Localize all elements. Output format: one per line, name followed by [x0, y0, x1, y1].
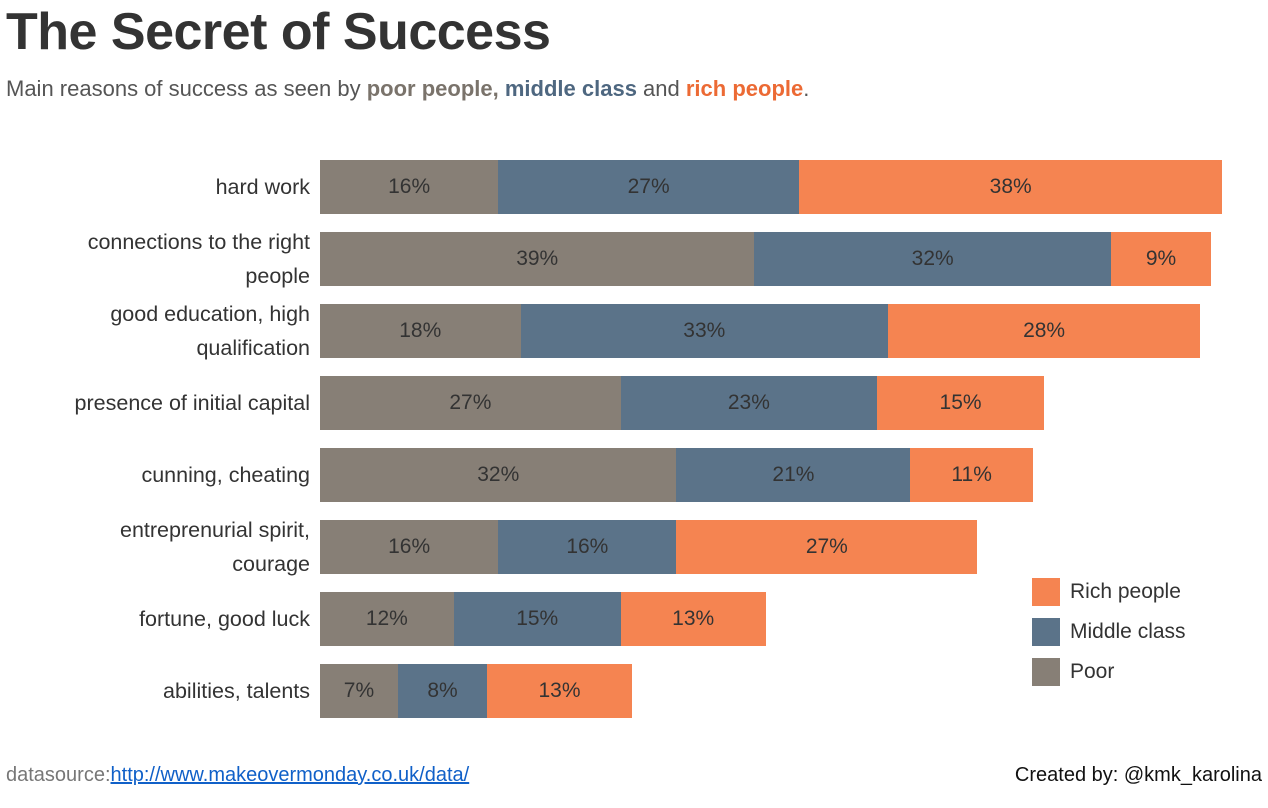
data-label: 32%: [477, 463, 520, 486]
data-label: 33%: [683, 319, 726, 342]
data-label: 27%: [449, 391, 492, 414]
category-label: good education, high qualification: [110, 302, 310, 360]
bar-segment-middle[interactable]: 16%: [498, 520, 677, 574]
bar-segment-poor[interactable]: 12%: [320, 592, 454, 646]
bar-segment-poor[interactable]: 32%: [320, 448, 677, 502]
subtitle-and: and: [636, 76, 686, 101]
subtitle-suffix: .: [803, 76, 810, 101]
data-label: 9%: [1145, 247, 1177, 270]
data-label: 11%: [951, 463, 992, 486]
subtitle-poor: poor people,: [366, 76, 499, 101]
datasource: datasource:http://www.makeovermonday.co.…: [6, 764, 469, 787]
category-label: presence of initial capital: [74, 391, 310, 415]
data-label: 13%: [538, 679, 581, 702]
subtitle-middle: middle class: [504, 76, 637, 101]
bar-segment-rich[interactable]: 38%: [799, 160, 1223, 214]
bar-segment-poor[interactable]: 39%: [320, 232, 755, 286]
legend-label: Rich people: [1070, 580, 1181, 603]
legend-item-middle[interactable]: Middle class: [1032, 612, 1186, 652]
data-label: 27%: [627, 175, 670, 198]
legend-swatch: [1032, 658, 1060, 686]
bar-segment-poor[interactable]: 7%: [320, 664, 398, 718]
data-label: 18%: [399, 319, 442, 342]
data-label: 39%: [516, 247, 559, 270]
bar-segment-poor[interactable]: 16%: [320, 160, 499, 214]
data-label: 7%: [343, 679, 375, 702]
data-label: 12%: [365, 607, 408, 630]
bar-segment-rich[interactable]: 13%: [487, 664, 632, 718]
legend-swatch: [1032, 578, 1060, 606]
data-label: 8%: [427, 679, 458, 702]
bar-segment-middle[interactable]: 33%: [520, 304, 889, 358]
legend-item-rich[interactable]: Rich people: [1032, 572, 1186, 612]
bar-segment-rich[interactable]: 15%: [877, 376, 1045, 430]
category-label: fortune, good luck: [139, 607, 310, 631]
bar-segment-middle[interactable]: 15%: [453, 592, 621, 646]
legend: Rich people Middle class Poor: [1032, 572, 1186, 692]
bar-segment-rich[interactable]: 13%: [620, 592, 766, 646]
data-label: 28%: [1023, 319, 1066, 342]
bar-segment-poor[interactable]: 16%: [320, 520, 499, 574]
legend-swatch: [1032, 618, 1060, 646]
category-label: abilities, talents: [163, 679, 310, 703]
bar-segment-rich[interactable]: 9%: [1110, 232, 1212, 286]
bar-segment-middle[interactable]: 32%: [754, 232, 1111, 286]
data-label: 13%: [672, 607, 715, 630]
subtitle-prefix: Main reasons of success as seen by: [6, 76, 367, 101]
category-label: hard work: [215, 175, 310, 199]
chart-title: The Secret of Success: [6, 3, 551, 61]
bar-segment-poor[interactable]: 27%: [320, 376, 621, 430]
data-label: 27%: [805, 535, 848, 558]
bar-segment-rich[interactable]: 28%: [888, 304, 1201, 358]
data-label: 23%: [727, 391, 770, 414]
datasource-link[interactable]: http://www.makeovermonday.co.uk/data/: [110, 764, 470, 786]
data-label: 38%: [989, 175, 1032, 198]
bar-segment-middle[interactable]: 8%: [397, 664, 488, 718]
category-label: connections to the right people: [87, 230, 310, 288]
data-label: 16%: [388, 535, 431, 558]
legend-item-poor[interactable]: Poor: [1032, 652, 1186, 692]
datasource-label: datasource:: [6, 764, 111, 786]
bar-segment-poor[interactable]: 18%: [320, 304, 521, 358]
bar-segment-rich[interactable]: 27%: [676, 520, 978, 574]
legend-label: Poor: [1070, 660, 1115, 683]
legend-label: Middle class: [1070, 620, 1186, 643]
data-label: 21%: [772, 463, 815, 486]
bar-segment-middle[interactable]: 27%: [498, 160, 799, 214]
data-label: 16%: [566, 535, 609, 558]
bar-segment-rich[interactable]: 11%: [910, 448, 1033, 502]
data-label: 15%: [939, 391, 982, 414]
data-label: 15%: [516, 607, 559, 630]
chart-subtitle: Main reasons of success as seen by poor …: [6, 76, 809, 102]
bar-segment-middle[interactable]: 21%: [676, 448, 911, 502]
bar-segment-middle[interactable]: 23%: [620, 376, 877, 430]
credit: Created by: @kmk_karolina: [1014, 764, 1262, 786]
subtitle-rich: rich people: [685, 76, 804, 101]
category-label: cunning, cheating: [141, 463, 310, 487]
data-label: 32%: [911, 247, 954, 270]
category-label: entreprenurial spirit, courage: [119, 518, 310, 576]
data-label: 16%: [388, 175, 431, 198]
